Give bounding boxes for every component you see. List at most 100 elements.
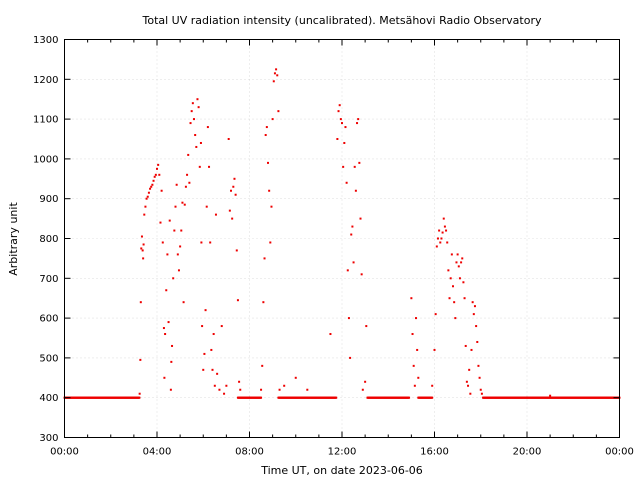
data-point	[142, 243, 145, 246]
data-point	[358, 161, 361, 164]
data-point	[278, 388, 281, 391]
data-point	[191, 102, 194, 105]
data-point	[342, 165, 345, 168]
data-point	[138, 392, 141, 395]
data-point	[201, 325, 204, 328]
data-point	[183, 203, 186, 206]
data-point	[408, 396, 411, 399]
data-point	[165, 289, 168, 292]
data-point	[228, 209, 231, 212]
y-tick-label: 900	[39, 194, 58, 205]
data-point	[353, 165, 356, 168]
x-axis-label: Time UT, on date 2023-06-06	[260, 464, 423, 477]
data-point	[447, 269, 450, 272]
data-point	[346, 269, 349, 272]
data-point	[172, 277, 175, 280]
y-tick-label: 1200	[33, 75, 58, 86]
data-point	[203, 352, 206, 355]
data-point	[202, 368, 205, 371]
data-point	[335, 396, 338, 399]
y-tick-label: 700	[39, 274, 58, 285]
data-point	[233, 177, 236, 180]
data-point	[438, 229, 441, 232]
data-point	[231, 217, 234, 220]
data-point	[176, 253, 179, 256]
data-point	[189, 122, 192, 125]
data-point	[463, 297, 466, 300]
data-point	[195, 145, 198, 148]
data-point	[262, 301, 265, 304]
y-tick-label: 1300	[33, 35, 58, 46]
data-point	[351, 225, 354, 228]
data-point	[415, 317, 417, 320]
data-point	[260, 396, 263, 399]
x-tick-label: 04:00	[143, 447, 172, 458]
data-point	[272, 80, 275, 83]
data-point	[145, 197, 148, 200]
data-point	[204, 309, 207, 312]
data-point	[190, 110, 193, 113]
data-point	[154, 173, 157, 176]
data-point	[199, 141, 202, 144]
y-tick-labels: 300 400 500 600 700 800 900 1000 1100 1200 1300	[33, 35, 58, 444]
data-point	[271, 118, 274, 121]
data-point	[359, 217, 362, 220]
data-point	[223, 392, 226, 395]
data-point	[436, 237, 439, 240]
x-tick-label: 00:00	[605, 447, 634, 458]
data-point	[441, 231, 444, 234]
data-point	[194, 134, 197, 137]
data-point	[468, 368, 471, 371]
data-point	[143, 213, 146, 216]
data-point	[263, 257, 266, 260]
data-point	[453, 301, 456, 304]
x-tick-label: 20:00	[513, 447, 542, 458]
data-point	[234, 193, 237, 196]
data-point	[179, 245, 182, 248]
data-point	[460, 261, 463, 264]
data-point	[200, 241, 203, 244]
grid-lines	[64, 39, 620, 438]
data-point	[440, 237, 443, 240]
data-point	[277, 110, 280, 113]
data-point	[479, 388, 482, 391]
data-point	[182, 301, 185, 304]
data-point	[216, 372, 219, 375]
data-point	[264, 134, 267, 137]
data-point	[150, 185, 153, 188]
data-point	[141, 249, 144, 252]
data-point	[196, 98, 199, 101]
y-tick-label: 600	[39, 314, 58, 325]
data-point	[173, 229, 176, 232]
data-point	[206, 126, 209, 129]
data-point	[329, 333, 332, 336]
data-point	[457, 265, 460, 268]
y-tick-label: 1100	[33, 115, 58, 126]
data-point	[469, 392, 472, 395]
data-point	[171, 344, 174, 347]
data-point	[180, 229, 183, 232]
data-point	[306, 388, 309, 391]
y-axis-label: Arbitrary unit	[7, 202, 20, 276]
data-point	[357, 118, 360, 121]
data-point	[452, 285, 454, 288]
data-point	[467, 384, 470, 387]
data-point	[139, 301, 142, 304]
data-point	[344, 126, 347, 129]
data-point	[269, 241, 272, 244]
data-point	[439, 241, 442, 244]
data-point	[356, 122, 359, 125]
data-point	[181, 201, 184, 204]
data-point	[160, 189, 163, 192]
y-tick-label: 1000	[33, 154, 58, 165]
y-tick-label: 300	[39, 433, 58, 444]
data-point	[349, 356, 352, 359]
data-point	[188, 181, 191, 184]
data-point	[140, 235, 143, 238]
data-point	[177, 269, 180, 272]
x-tick-label: 00:00	[50, 447, 79, 458]
data-point	[456, 253, 459, 256]
data-point	[465, 380, 468, 383]
data-point	[211, 368, 214, 371]
data-point	[162, 327, 165, 330]
